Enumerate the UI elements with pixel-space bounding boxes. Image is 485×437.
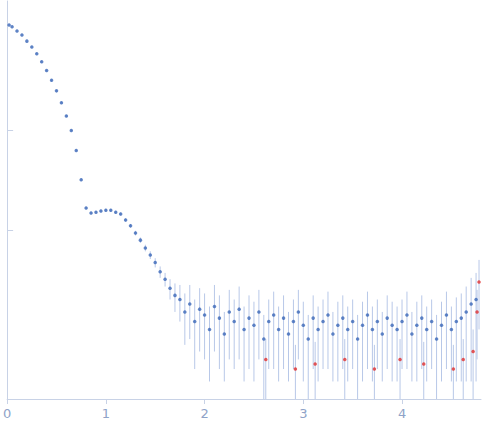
svg-text:4: 4 [398, 406, 406, 421]
svg-text:0: 0 [3, 406, 11, 421]
svg-text:2: 2 [200, 406, 208, 421]
svg-text:3: 3 [299, 406, 307, 421]
svg-text:1: 1 [102, 406, 110, 421]
